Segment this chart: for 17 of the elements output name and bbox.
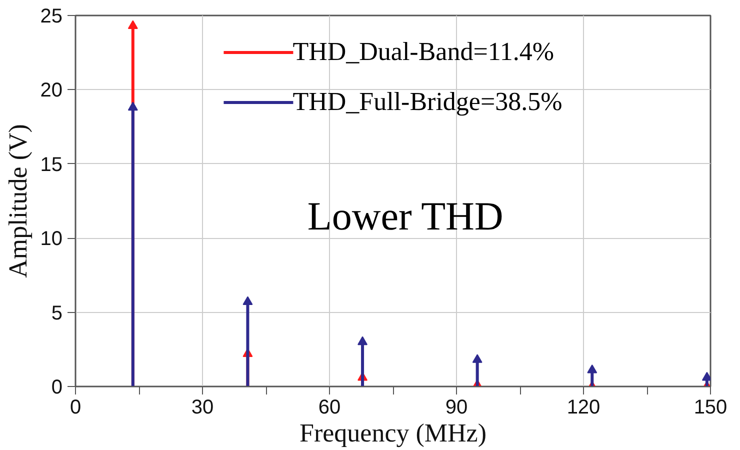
x-tick-label: 90: [445, 396, 468, 418]
legend-label: THD_Dual-Band=11.4%: [292, 37, 554, 67]
y-tick-label: 5: [51, 302, 62, 324]
x-tick-label: 150: [694, 396, 728, 418]
x-axis-title: Frequency (MHz): [300, 418, 487, 448]
y-tick-label: 25: [40, 6, 63, 28]
x-tick-label: 120: [566, 396, 600, 418]
y-axis-title: Amplitude (V): [3, 124, 32, 278]
y-tick-label: 0: [51, 376, 62, 398]
y-tick-label: 10: [40, 228, 63, 250]
x-tick-label: 0: [70, 396, 82, 418]
y-tick-label: 15: [40, 154, 63, 176]
annotation: Lower THD: [307, 193, 504, 238]
y-tick-label: 20: [40, 80, 63, 102]
x-tick-label: 30: [191, 396, 214, 418]
x-tick-label: 60: [318, 396, 341, 418]
legend-label: THD_Full-Bridge=38.5%: [292, 87, 562, 117]
